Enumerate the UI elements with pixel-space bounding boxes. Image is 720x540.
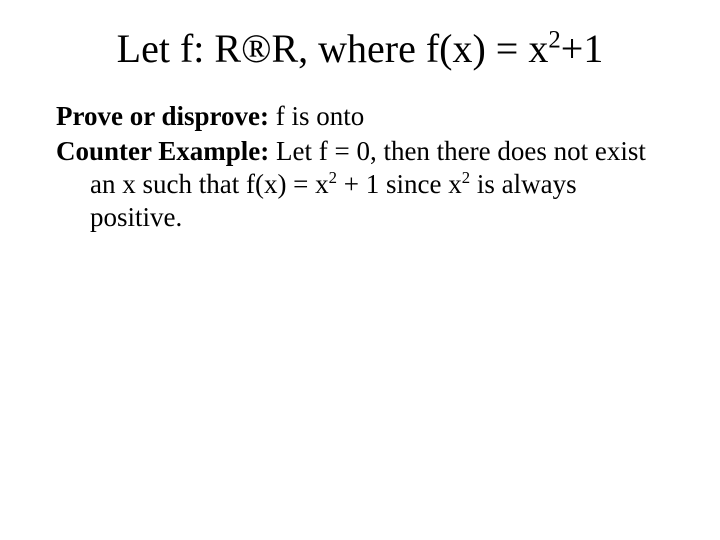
body-line-2: Counter Example: Let f = 0, then there d… [56, 135, 664, 234]
slide: Let f: R®R, where f(x) = x2+1 Prove or d… [0, 0, 720, 540]
title-text-tail: +1 [561, 26, 604, 71]
body-line-1: Prove or disprove: f is onto [56, 100, 664, 133]
counter-example-label: Counter Example: [56, 136, 269, 166]
counter-text-b: + 1 since x [337, 169, 462, 199]
arrow-icon: ® [241, 26, 271, 71]
title-text-post: R, where f(x) = x [271, 26, 548, 71]
title-superscript-1: 2 [548, 27, 560, 54]
slide-title: Let f: R®R, where f(x) = x2+1 [48, 26, 672, 72]
title-text-pre: Let f: R [117, 26, 241, 71]
body-superscript-1: 2 [329, 168, 337, 187]
prove-text: f is onto [269, 101, 364, 131]
slide-body: Prove or disprove: f is onto Counter Exa… [48, 100, 672, 234]
body-superscript-2: 2 [462, 168, 470, 187]
prove-label: Prove or disprove: [56, 101, 269, 131]
